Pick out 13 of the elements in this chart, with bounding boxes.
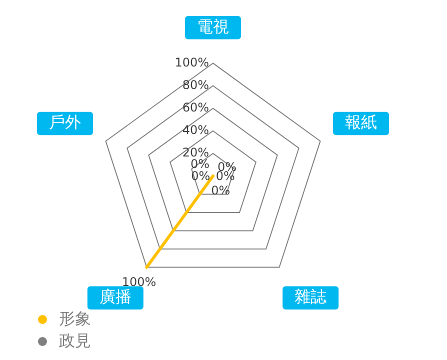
- y-tick-label: 100%: [174, 55, 209, 70]
- y-tick-label: 60%: [182, 100, 209, 114]
- spoke-label: 廣播: [99, 287, 132, 306]
- spoke-label: 雜誌: [294, 287, 327, 306]
- y-tick-label: 20%: [182, 146, 209, 160]
- spoke-label: 戶外: [48, 112, 81, 132]
- spoke-label: 電視: [197, 16, 229, 36]
- legend-label: 形象: [59, 308, 91, 330]
- data-label: 100%: [122, 274, 156, 289]
- y-tick-label: 40%: [182, 123, 209, 138]
- legend-label: 政見: [59, 330, 91, 352]
- spoke-label: 報紙: [345, 112, 378, 132]
- y-tick-label: 80%: [182, 78, 209, 92]
